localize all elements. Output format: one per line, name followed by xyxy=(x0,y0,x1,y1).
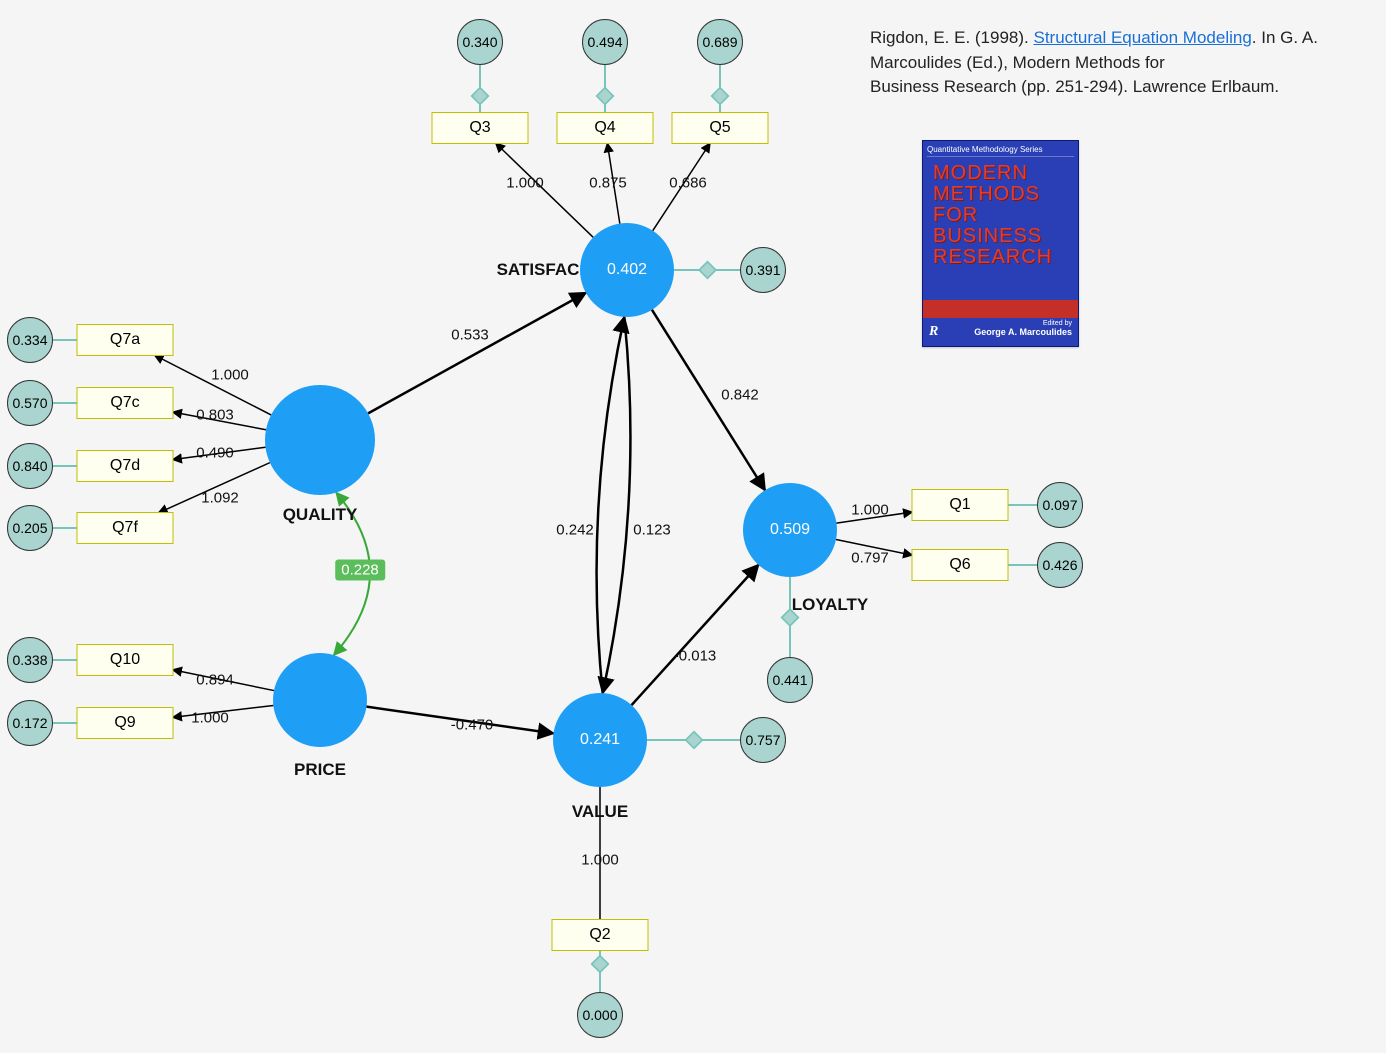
residual-e_q7c: 0.570 xyxy=(7,380,53,426)
latent-label-satisfac: SATISFAC xyxy=(497,260,580,280)
residual-d_val: 0.757 xyxy=(740,717,786,763)
loading-label: 1.000 xyxy=(851,502,889,519)
edge-layer xyxy=(0,0,1386,1053)
residual-e_q7a: 0.334 xyxy=(7,317,53,363)
residual-e_q3: 0.340 xyxy=(457,19,503,65)
loading-label: 1.000 xyxy=(211,367,249,384)
residual-d_sat: 0.391 xyxy=(740,247,786,293)
residual-e_q4: 0.494 xyxy=(582,19,628,65)
indicator-q6: Q6 xyxy=(912,549,1009,581)
indicator-q9: Q9 xyxy=(77,707,174,739)
path-label: 0.842 xyxy=(721,387,759,404)
residual-e_q1: 0.097 xyxy=(1037,482,1083,528)
book-strip xyxy=(923,300,1078,318)
indicator-q4: Q4 xyxy=(557,112,654,144)
residual-e_q10: 0.338 xyxy=(7,637,53,683)
indicator-q7f: Q7f xyxy=(77,512,174,544)
residual-e_q5: 0.689 xyxy=(697,19,743,65)
loading-label: 1.000 xyxy=(191,710,229,727)
loading-label: 0.803 xyxy=(196,407,234,424)
latent-label-quality: QUALITY xyxy=(283,505,358,525)
latent-price xyxy=(273,653,367,747)
latent-satisfac: 0.402 xyxy=(580,223,674,317)
indicator-q7c: Q7c xyxy=(77,387,174,419)
latent-label-price: PRICE xyxy=(294,760,346,780)
sem-diagram-stage: Rigdon, E. E. (1998). Structural Equatio… xyxy=(0,0,1386,1053)
loading-label: 1.000 xyxy=(581,852,619,869)
indicator-q10: Q10 xyxy=(77,644,174,676)
indicator-q2: Q2 xyxy=(552,919,649,951)
residual-e_q2: 0.000 xyxy=(577,992,623,1038)
citation-link[interactable]: Structural Equation Modeling xyxy=(1033,28,1251,47)
latent-label-value: VALUE xyxy=(572,802,628,822)
book-title: MODERN METHODS FOR BUSINESS RESEARCH xyxy=(933,163,1068,268)
loading-label: 0.875 xyxy=(589,175,627,192)
indicator-q7a: Q7a xyxy=(77,324,174,356)
latent-value: 0.241 xyxy=(553,693,647,787)
path-label: -0.470 xyxy=(451,717,494,734)
loading-label: 1.000 xyxy=(506,175,544,192)
loading-label: 0.686 xyxy=(669,175,707,192)
indicator-q5: Q5 xyxy=(672,112,769,144)
covariance-label: 0.228 xyxy=(335,560,385,581)
publisher-mark: R xyxy=(929,324,938,340)
book-series: Quantitative Methodology Series xyxy=(927,145,1074,157)
residual-e_q9: 0.172 xyxy=(7,700,53,746)
indicator-q7d: Q7d xyxy=(77,450,174,482)
latent-label-loyalty: LOYALTY xyxy=(792,595,869,615)
loading-label: 0.490 xyxy=(196,445,234,462)
latent-quality xyxy=(265,385,375,495)
indicator-q3: Q3 xyxy=(432,112,529,144)
indicator-q1: Q1 xyxy=(912,489,1009,521)
citation-block: Rigdon, E. E. (1998). Structural Equatio… xyxy=(870,26,1386,100)
path-label: 0.242 xyxy=(556,522,594,539)
citation-post2: Business Research (pp. 251-294). Lawrenc… xyxy=(870,77,1279,96)
path-label: 0.123 xyxy=(633,522,671,539)
path-label: -0.013 xyxy=(674,648,717,665)
residual-d_loy: 0.441 xyxy=(767,657,813,703)
latent-loyalty: 0.509 xyxy=(743,483,837,577)
loading-label: 0.797 xyxy=(851,550,889,567)
loading-label: 1.092 xyxy=(201,490,239,507)
residual-e_q7f: 0.205 xyxy=(7,505,53,551)
residual-e_q6: 0.426 xyxy=(1037,542,1083,588)
path-label: 0.533 xyxy=(451,327,489,344)
citation-pre: Rigdon, E. E. (1998). xyxy=(870,28,1033,47)
loading-label: 0.894 xyxy=(196,672,234,689)
residual-e_q7d: 0.840 xyxy=(7,443,53,489)
book-editor: Edited by George A. Marcoulides xyxy=(923,318,1078,346)
book-cover: Quantitative Methodology Series MODERN M… xyxy=(922,140,1079,347)
